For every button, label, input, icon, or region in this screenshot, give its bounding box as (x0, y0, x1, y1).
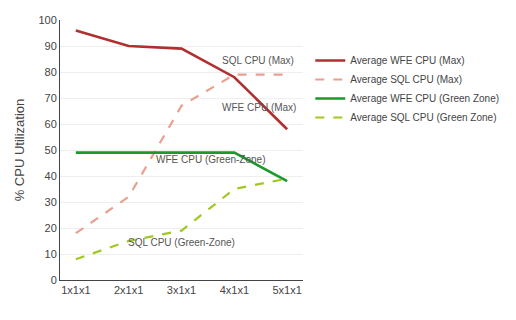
svg-text:20: 20 (45, 222, 57, 234)
svg-text:70: 70 (45, 92, 57, 104)
svg-text:30: 30 (45, 196, 57, 208)
svg-text:5x1x1: 5x1x1 (272, 284, 301, 296)
svg-text:Average SQL CPU (Green Zone): Average SQL CPU (Green Zone) (350, 112, 496, 123)
svg-text:4x1x1: 4x1x1 (220, 284, 249, 296)
svg-text:SQL CPU (Max): SQL CPU (Max) (222, 55, 294, 66)
svg-text:1x1x1: 1x1x1 (61, 284, 90, 296)
svg-text:3x1x1: 3x1x1 (167, 284, 196, 296)
svg-text:% CPU Utilization: % CPU Utilization (12, 99, 27, 202)
svg-text:2x1x1: 2x1x1 (114, 284, 143, 296)
svg-text:0: 0 (51, 274, 57, 286)
svg-text:80: 80 (45, 66, 57, 78)
svg-text:50: 50 (45, 144, 57, 156)
svg-text:SQL CPU (Green-Zone): SQL CPU (Green-Zone) (128, 237, 235, 248)
svg-text:WFE CPU (Max): WFE CPU (Max) (222, 102, 296, 113)
svg-text:90: 90 (45, 40, 57, 52)
svg-text:Average WFE CPU (Max): Average WFE CPU (Max) (350, 55, 464, 66)
svg-text:40: 40 (45, 170, 57, 182)
svg-text:Average SQL CPU (Max): Average SQL CPU (Max) (350, 74, 462, 85)
svg-text:10: 10 (45, 248, 57, 260)
svg-text:Average WFE CPU (Green Zone): Average WFE CPU (Green Zone) (350, 93, 499, 104)
svg-text:100: 100 (38, 14, 56, 26)
svg-text:WFE CPU (Green-Zone): WFE CPU (Green-Zone) (156, 154, 265, 165)
svg-text:60: 60 (45, 118, 57, 130)
